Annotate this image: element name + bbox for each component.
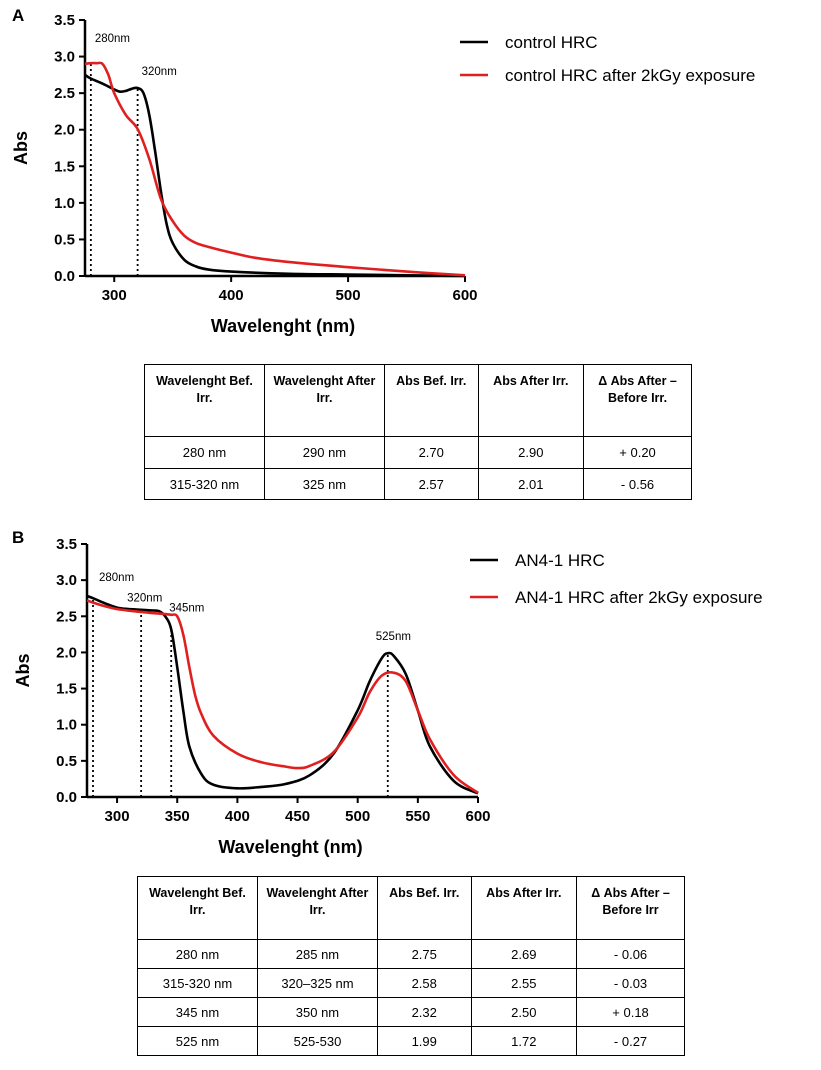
table-cell: 2.01 bbox=[477, 468, 585, 500]
table-cell: 280 nm bbox=[137, 939, 258, 969]
table-row: 345 nm 350 nm 2.32 2.50 + 0.18 bbox=[137, 997, 685, 1027]
y-tick-label: 0.0 bbox=[56, 789, 77, 806]
y-tick-label: 3.0 bbox=[56, 572, 77, 589]
table-cell: 350 nm bbox=[256, 997, 378, 1027]
table-a-header: Wavelenght Bef. Irr. bbox=[144, 364, 265, 437]
y-tick-label: 3.0 bbox=[54, 49, 75, 66]
table-cell: - 0.27 bbox=[576, 1026, 685, 1056]
series-line bbox=[86, 599, 479, 794]
y-tick-label: 3.5 bbox=[54, 12, 75, 29]
table-b-header: Wavelenght After Irr. bbox=[256, 876, 378, 940]
table-cell: 525-530 bbox=[256, 1026, 378, 1056]
table-b-header: Abs After Irr. bbox=[470, 876, 578, 940]
chart-a: 0.0 0.5 1.0 1.5 2.0 2.5 3.0 3.5 300 400 500 600 Wave… bbox=[11, 12, 755, 336]
y-tick-label: 3.5 bbox=[56, 536, 77, 553]
legend-label: AN4-1 HRC bbox=[515, 551, 605, 570]
x-tick-label: 300 bbox=[105, 808, 130, 825]
x-tick-label: 500 bbox=[345, 808, 370, 825]
table-a-header-row: Wavelenght Bef. Irr. Wavelenght After Ir… bbox=[144, 364, 692, 437]
table-b-header-row: Wavelenght Bef. Irr. Wavelenght After Ir… bbox=[137, 876, 685, 940]
x-tick-label: 300 bbox=[102, 287, 127, 304]
table-cell: - 0.56 bbox=[583, 468, 692, 500]
table-a-header: Wavelenght After Irr. bbox=[263, 364, 385, 437]
series-line bbox=[84, 73, 466, 278]
y-tick-label: 2.5 bbox=[54, 85, 75, 102]
annotation-label: 280nm bbox=[99, 572, 134, 584]
x-tick-label: 450 bbox=[285, 808, 310, 825]
table-cell: 345 nm bbox=[137, 997, 258, 1027]
table-cell: 2.32 bbox=[376, 997, 472, 1027]
table-a: Wavelenght Bef. Irr. Wavelenght After Ir… bbox=[144, 364, 692, 500]
x-axis-title: Wavelenght (nm) bbox=[211, 316, 355, 336]
series-line bbox=[84, 61, 466, 277]
table-cell: 2.75 bbox=[376, 939, 472, 969]
y-tick-label: 0.5 bbox=[54, 231, 75, 248]
chart-b: 0.0 0.5 1.0 1.5 2.0 2.5 3.0 3.5 300 350 400 450 500 5… bbox=[13, 536, 763, 857]
table-a-header: Abs After Irr. bbox=[477, 364, 585, 437]
y-tick-label: 1.5 bbox=[56, 681, 77, 698]
annotation-label: 320nm bbox=[127, 593, 162, 605]
series-line bbox=[86, 594, 479, 795]
y-axis-title: Abs bbox=[11, 131, 31, 165]
table-cell: 285 nm bbox=[256, 939, 378, 969]
table-b-header: Abs Bef. Irr. bbox=[376, 876, 472, 940]
x-tick-label: 600 bbox=[452, 287, 477, 304]
table-cell: 2.55 bbox=[470, 968, 578, 998]
y-tick-label: 0.0 bbox=[54, 268, 75, 285]
table-cell: 1.72 bbox=[470, 1026, 578, 1056]
y-tick-label: 2.5 bbox=[56, 608, 77, 625]
table-cell: 2.69 bbox=[470, 939, 578, 969]
panel-label-b: B bbox=[12, 528, 25, 547]
table-row: 280 nm 290 nm 2.70 2.90 + 0.20 bbox=[144, 436, 692, 469]
legend-label: AN4-1 HRC after 2kGy exposure bbox=[515, 588, 763, 607]
table-b-header: Wavelenght Bef. Irr. bbox=[137, 876, 258, 940]
y-tick-label: 1.5 bbox=[54, 158, 75, 175]
annotation-label: 320nm bbox=[142, 66, 177, 78]
table-cell: - 0.03 bbox=[576, 968, 685, 998]
panel-label-a: A bbox=[12, 6, 25, 25]
table-cell: 2.58 bbox=[376, 968, 472, 998]
x-tick-label: 550 bbox=[405, 808, 430, 825]
annotation-label: 525nm bbox=[376, 631, 411, 643]
x-tick-label: 400 bbox=[225, 808, 250, 825]
table-cell: + 0.18 bbox=[576, 997, 685, 1027]
table-cell: 320–325 nm bbox=[256, 968, 378, 998]
table-row: 525 nm 525-530 1.99 1.72 - 0.27 bbox=[137, 1026, 685, 1056]
table-cell: 2.90 bbox=[477, 436, 585, 469]
x-tick-label: 350 bbox=[165, 808, 190, 825]
y-tick-label: 1.0 bbox=[54, 195, 75, 212]
table-cell: - 0.06 bbox=[576, 939, 685, 969]
table-b: Wavelenght Bef. Irr. Wavelenght After Ir… bbox=[137, 876, 685, 1056]
table-cell: + 0.20 bbox=[583, 436, 692, 469]
table-cell: 280 nm bbox=[144, 436, 265, 469]
table-row: 280 nm 285 nm 2.75 2.69 - 0.06 bbox=[137, 939, 685, 969]
y-tick-label: 2.0 bbox=[56, 644, 77, 661]
table-a-header: Δ Abs After – Before Irr. bbox=[583, 364, 692, 437]
y-axis-title: Abs bbox=[13, 653, 33, 687]
annotation-label: 345nm bbox=[169, 602, 204, 614]
table-cell: 325 nm bbox=[263, 468, 385, 500]
table-a-header: Abs Bef. Irr. bbox=[383, 364, 479, 437]
table-cell: 315-320 nm bbox=[137, 968, 258, 998]
table-cell: 315-320 nm bbox=[144, 468, 265, 500]
annotation-label: 280nm bbox=[95, 33, 130, 45]
x-axis-title: Wavelenght (nm) bbox=[218, 837, 362, 857]
y-tick-label: 1.0 bbox=[56, 717, 77, 734]
table-b-header: Δ Abs After – Before Irr bbox=[576, 876, 685, 940]
table-row: 315-320 nm 320–325 nm 2.58 2.55 - 0.03 bbox=[137, 968, 685, 998]
legend-label: control HRC bbox=[505, 33, 598, 52]
table-cell: 2.57 bbox=[383, 468, 479, 500]
table-cell: 290 nm bbox=[263, 436, 385, 469]
table-cell: 2.50 bbox=[470, 997, 578, 1027]
x-tick-label: 400 bbox=[219, 287, 244, 304]
x-tick-label: 500 bbox=[336, 287, 361, 304]
table-row: 315-320 nm 325 nm 2.57 2.01 - 0.56 bbox=[144, 468, 692, 500]
legend-label: control HRC after 2kGy exposure bbox=[505, 66, 755, 85]
table-cell: 1.99 bbox=[376, 1026, 472, 1056]
table-cell: 525 nm bbox=[137, 1026, 258, 1056]
table-cell: 2.70 bbox=[383, 436, 479, 469]
y-tick-label: 2.0 bbox=[54, 122, 75, 139]
y-tick-label: 0.5 bbox=[56, 753, 77, 770]
x-tick-label: 600 bbox=[465, 808, 490, 825]
